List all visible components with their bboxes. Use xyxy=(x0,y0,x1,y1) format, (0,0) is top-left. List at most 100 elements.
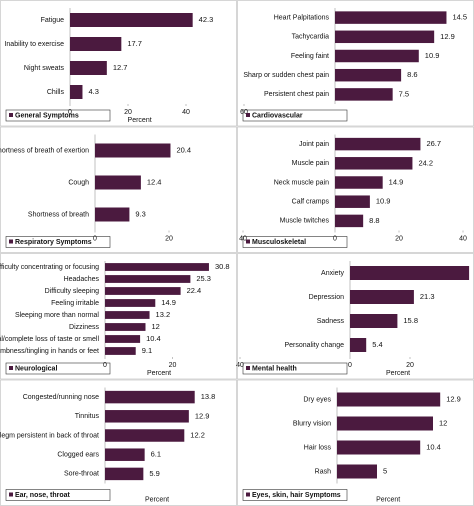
x-axis-label: Percent xyxy=(145,496,169,503)
value-label: 8.6 xyxy=(407,70,417,79)
panel-border xyxy=(0,0,237,127)
x-tick-label: 40 xyxy=(182,109,190,116)
category-label: Sharp or sudden chest pain xyxy=(243,72,329,79)
category-label: Anxiety xyxy=(321,270,344,277)
panel: Joint pain 26.7 Muscle pain 24.2 Neck muscle… xyxy=(237,126,474,253)
category-label: Clogged ears xyxy=(57,452,99,459)
category-label: Difficulty concentrating or focusing xyxy=(0,264,99,271)
value-label: 5 xyxy=(383,466,387,475)
panel: Fatigue 42.3 Inability to exercise 17.7 Nigh… xyxy=(0,0,248,127)
category-label: Cough xyxy=(68,179,89,186)
bar xyxy=(95,143,171,158)
value-label: 12.2 xyxy=(190,430,205,439)
bar xyxy=(70,13,193,27)
value-label: 10.9 xyxy=(425,51,440,60)
bar xyxy=(105,390,195,404)
panel: Anxiety39.7Depression21.3Sadness15.8Pers… xyxy=(237,253,474,380)
x-tick-label: 20 xyxy=(395,235,403,242)
value-label: 9.3 xyxy=(135,209,145,218)
category-label: Neck muscle pain xyxy=(274,179,329,186)
category-label: Calf cramps xyxy=(292,199,330,206)
bar xyxy=(350,266,470,280)
panel-border xyxy=(0,126,237,253)
category-label: Congested/running nose xyxy=(23,394,99,401)
panel: Heart Palpitations 14.5 Tachycardia 12.9 Fee… xyxy=(237,0,474,127)
bar xyxy=(105,467,144,481)
value-label: 4.3 xyxy=(88,87,98,96)
value-label: 12.4 xyxy=(147,177,162,186)
value-label: 13.8 xyxy=(201,392,216,401)
category-label: Numbness/tingling in hands or feet xyxy=(0,348,99,355)
value-label: 12.9 xyxy=(440,32,455,41)
category-label: Muscle pain xyxy=(292,160,329,167)
bar xyxy=(105,347,136,355)
value-label: 6.1 xyxy=(151,450,161,459)
x-tick-label: 60 xyxy=(240,109,248,116)
category-label: Dizziness xyxy=(69,324,99,331)
legend-box xyxy=(5,236,111,248)
legend-box xyxy=(5,362,111,375)
value-label: 14.9 xyxy=(389,177,404,186)
legend-title: Respiratory Symptoms xyxy=(15,239,92,246)
bar xyxy=(105,410,189,423)
category-label: Shortness of breath of exertion xyxy=(0,147,89,154)
bar xyxy=(95,207,130,222)
legend-box xyxy=(242,489,348,501)
bar xyxy=(335,137,421,151)
value-label: 25.3 xyxy=(196,274,211,283)
legend-title: Cardiovascular xyxy=(252,112,303,119)
value-label: 15.8 xyxy=(403,316,418,325)
category-label: Difficulty sleeping xyxy=(45,288,99,295)
value-label: 5.4 xyxy=(372,340,382,349)
legend-swatch xyxy=(246,366,250,370)
value-label: 17.7 xyxy=(127,39,142,48)
category-label: Sore-throat xyxy=(64,471,99,478)
x-tick-label: 20 xyxy=(165,235,173,242)
value-label: 26.7 xyxy=(426,139,441,148)
category-label: Night sweats xyxy=(24,65,65,72)
category-label: Hair loss xyxy=(304,444,332,451)
value-label: 7.5 xyxy=(399,89,409,98)
x-tick-label: 20 xyxy=(124,109,132,116)
legend-title: Neurological xyxy=(15,365,57,372)
legend-title: Ear, nose, throat xyxy=(15,492,71,499)
value-label: 21.3 xyxy=(420,292,435,301)
bar xyxy=(105,429,185,442)
legend-box xyxy=(5,109,111,122)
bar xyxy=(337,392,441,407)
legend-swatch xyxy=(9,113,13,117)
legend-title: Eyes, skin, hair Symptoms xyxy=(252,492,341,499)
value-label: 12.9 xyxy=(195,411,210,420)
value-label: 12.7 xyxy=(113,63,128,72)
category-label: Muscle twitches xyxy=(280,218,330,225)
bar xyxy=(105,448,145,461)
legend-box xyxy=(242,109,348,122)
bar xyxy=(105,299,156,307)
bar xyxy=(70,37,122,51)
bar xyxy=(335,11,447,24)
bar xyxy=(335,195,370,208)
panel: Shortness of breath of exertion 20.4 Cough… xyxy=(0,126,247,253)
category-label: Joint pain xyxy=(299,141,329,148)
category-label: Feeling faint xyxy=(291,53,329,60)
category-label: Heart Palpitations xyxy=(274,14,330,21)
x-tick-label: 40 xyxy=(459,235,467,242)
category-label: Chills xyxy=(47,89,65,96)
value-label: 12.9 xyxy=(446,394,461,403)
category-label: Fatigue xyxy=(41,17,64,24)
bar xyxy=(335,157,413,170)
category-label: Personality change xyxy=(284,342,344,349)
value-label: 14.5 xyxy=(452,13,467,22)
bar xyxy=(70,85,83,99)
x-axis-label: Percent xyxy=(386,370,410,377)
category-label: Persistent chest pain xyxy=(264,91,329,98)
bar xyxy=(105,311,150,319)
category-label: Phlegm persistent in back of throat xyxy=(0,432,99,439)
bar xyxy=(105,275,191,283)
bar xyxy=(335,176,383,189)
bar xyxy=(337,416,433,431)
panel: Dry eyes 12.9 Blurry vision 12 Hair loss 10.4… xyxy=(237,379,474,506)
bar xyxy=(335,214,364,228)
category-label: Shortness of breath xyxy=(28,211,89,218)
